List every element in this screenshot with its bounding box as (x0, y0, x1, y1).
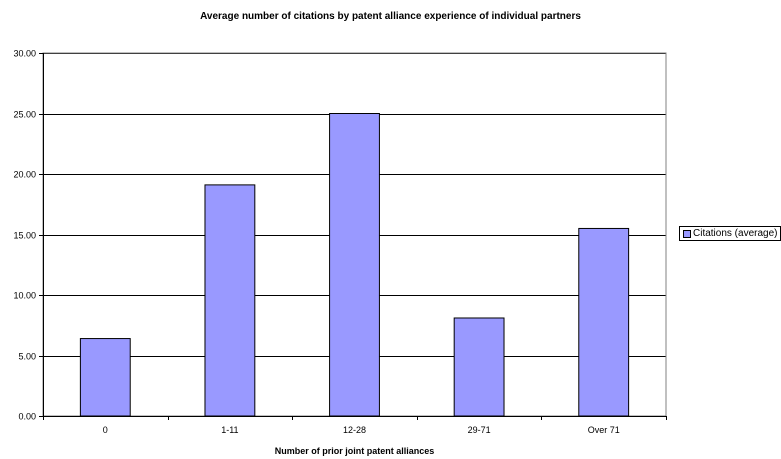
y-tick-label: 30.00 (13, 49, 36, 59)
legend-label: Citations (average) (693, 228, 778, 239)
x-tick-label: Over 71 (588, 425, 620, 435)
y-tick-label: 25.00 (13, 110, 36, 120)
y-tick-label: 5.00 (18, 352, 36, 362)
y-tick-label: 20.00 (13, 170, 36, 180)
bar-over-71 (578, 227, 630, 417)
bar-12-28 (329, 113, 380, 417)
x-tick-label: 1-11 (221, 425, 238, 435)
bar-1-11 (204, 184, 256, 417)
tick-labels: 0.00 5.00 10.00 15.00 20.00 25.00 30.00 0 1-11 12… (13, 49, 619, 436)
bar-0 (79, 338, 131, 417)
x-tick-label: 0 (103, 425, 108, 435)
y-tick-label: 10.00 (13, 291, 36, 301)
y-tick-label: 0.00 (18, 412, 36, 422)
x-axis-label: Number of prior joint patent alliances (275, 446, 435, 456)
legend: Citations (average) (679, 226, 781, 241)
x-tick-label: 29-71 (468, 425, 491, 435)
chart-title: Average number of citations by patent al… (200, 11, 581, 22)
y-tick-label: 15.00 (13, 231, 36, 241)
x-tick-label: 12-28 (343, 425, 366, 435)
legend-swatch (683, 229, 691, 238)
bar-29-71 (453, 317, 505, 417)
bars (79, 113, 630, 417)
